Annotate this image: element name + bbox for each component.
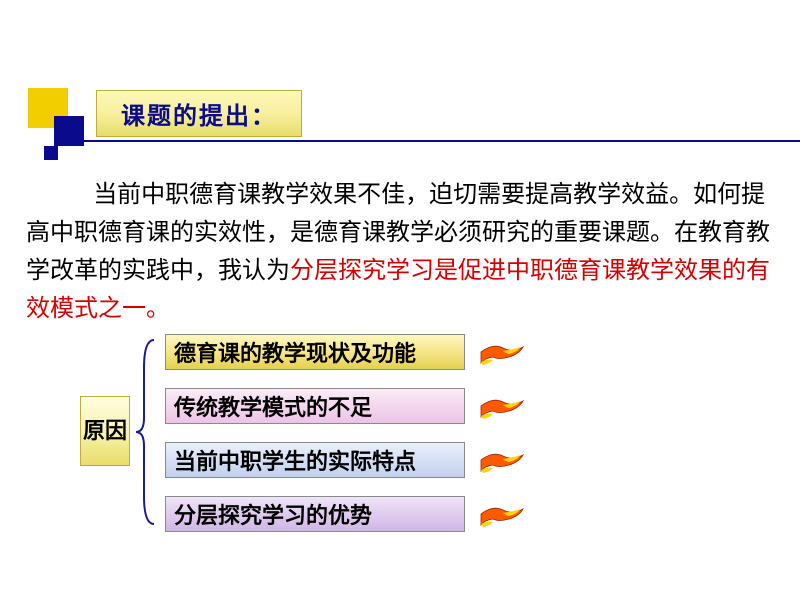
reason-item-1: 德育课的教学现状及功能 (165, 334, 465, 370)
reason-item-2: 传统教学模式的不足 (165, 388, 465, 424)
curly-bracket (134, 338, 158, 526)
title-box: 课题的提出： (96, 90, 302, 137)
reason-item-4-box: 分层探究学习的优势 (165, 496, 465, 532)
reason-item-4-label: 分层探究学习的优势 (174, 498, 372, 530)
reason-item-2-box: 传统教学模式的不足 (165, 388, 465, 424)
reason-item-1-box: 德育课的教学现状及功能 (165, 334, 465, 370)
reason-item-2-label: 传统教学模式的不足 (174, 390, 372, 422)
reason-item-3: 当前中职学生的实际特点 (165, 442, 465, 478)
intro-paragraph: 当前中职德育课教学效果不佳，迫切需要提高教学效益。如何提高中职德育课的实效性，是… (26, 176, 774, 328)
flame-icon (479, 337, 525, 367)
decor-blue-square-small (44, 146, 58, 160)
reason-item-1-label: 德育课的教学现状及功能 (174, 336, 416, 368)
reason-item-3-label: 当前中职学生的实际特点 (174, 444, 416, 476)
flame-icon (479, 499, 525, 529)
reason-label: 原因 (83, 418, 127, 444)
flame-icon (479, 391, 525, 421)
title-text: 课题的提出： (121, 96, 277, 131)
reason-item-4: 分层探究学习的优势 (165, 496, 465, 532)
reason-item-3-box: 当前中职学生的实际特点 (165, 442, 465, 478)
reason-box: 原因 (80, 396, 130, 466)
flame-icon (479, 445, 525, 475)
slide-header: 课题的提出： (0, 88, 800, 158)
decor-horizontal-line (70, 140, 800, 142)
